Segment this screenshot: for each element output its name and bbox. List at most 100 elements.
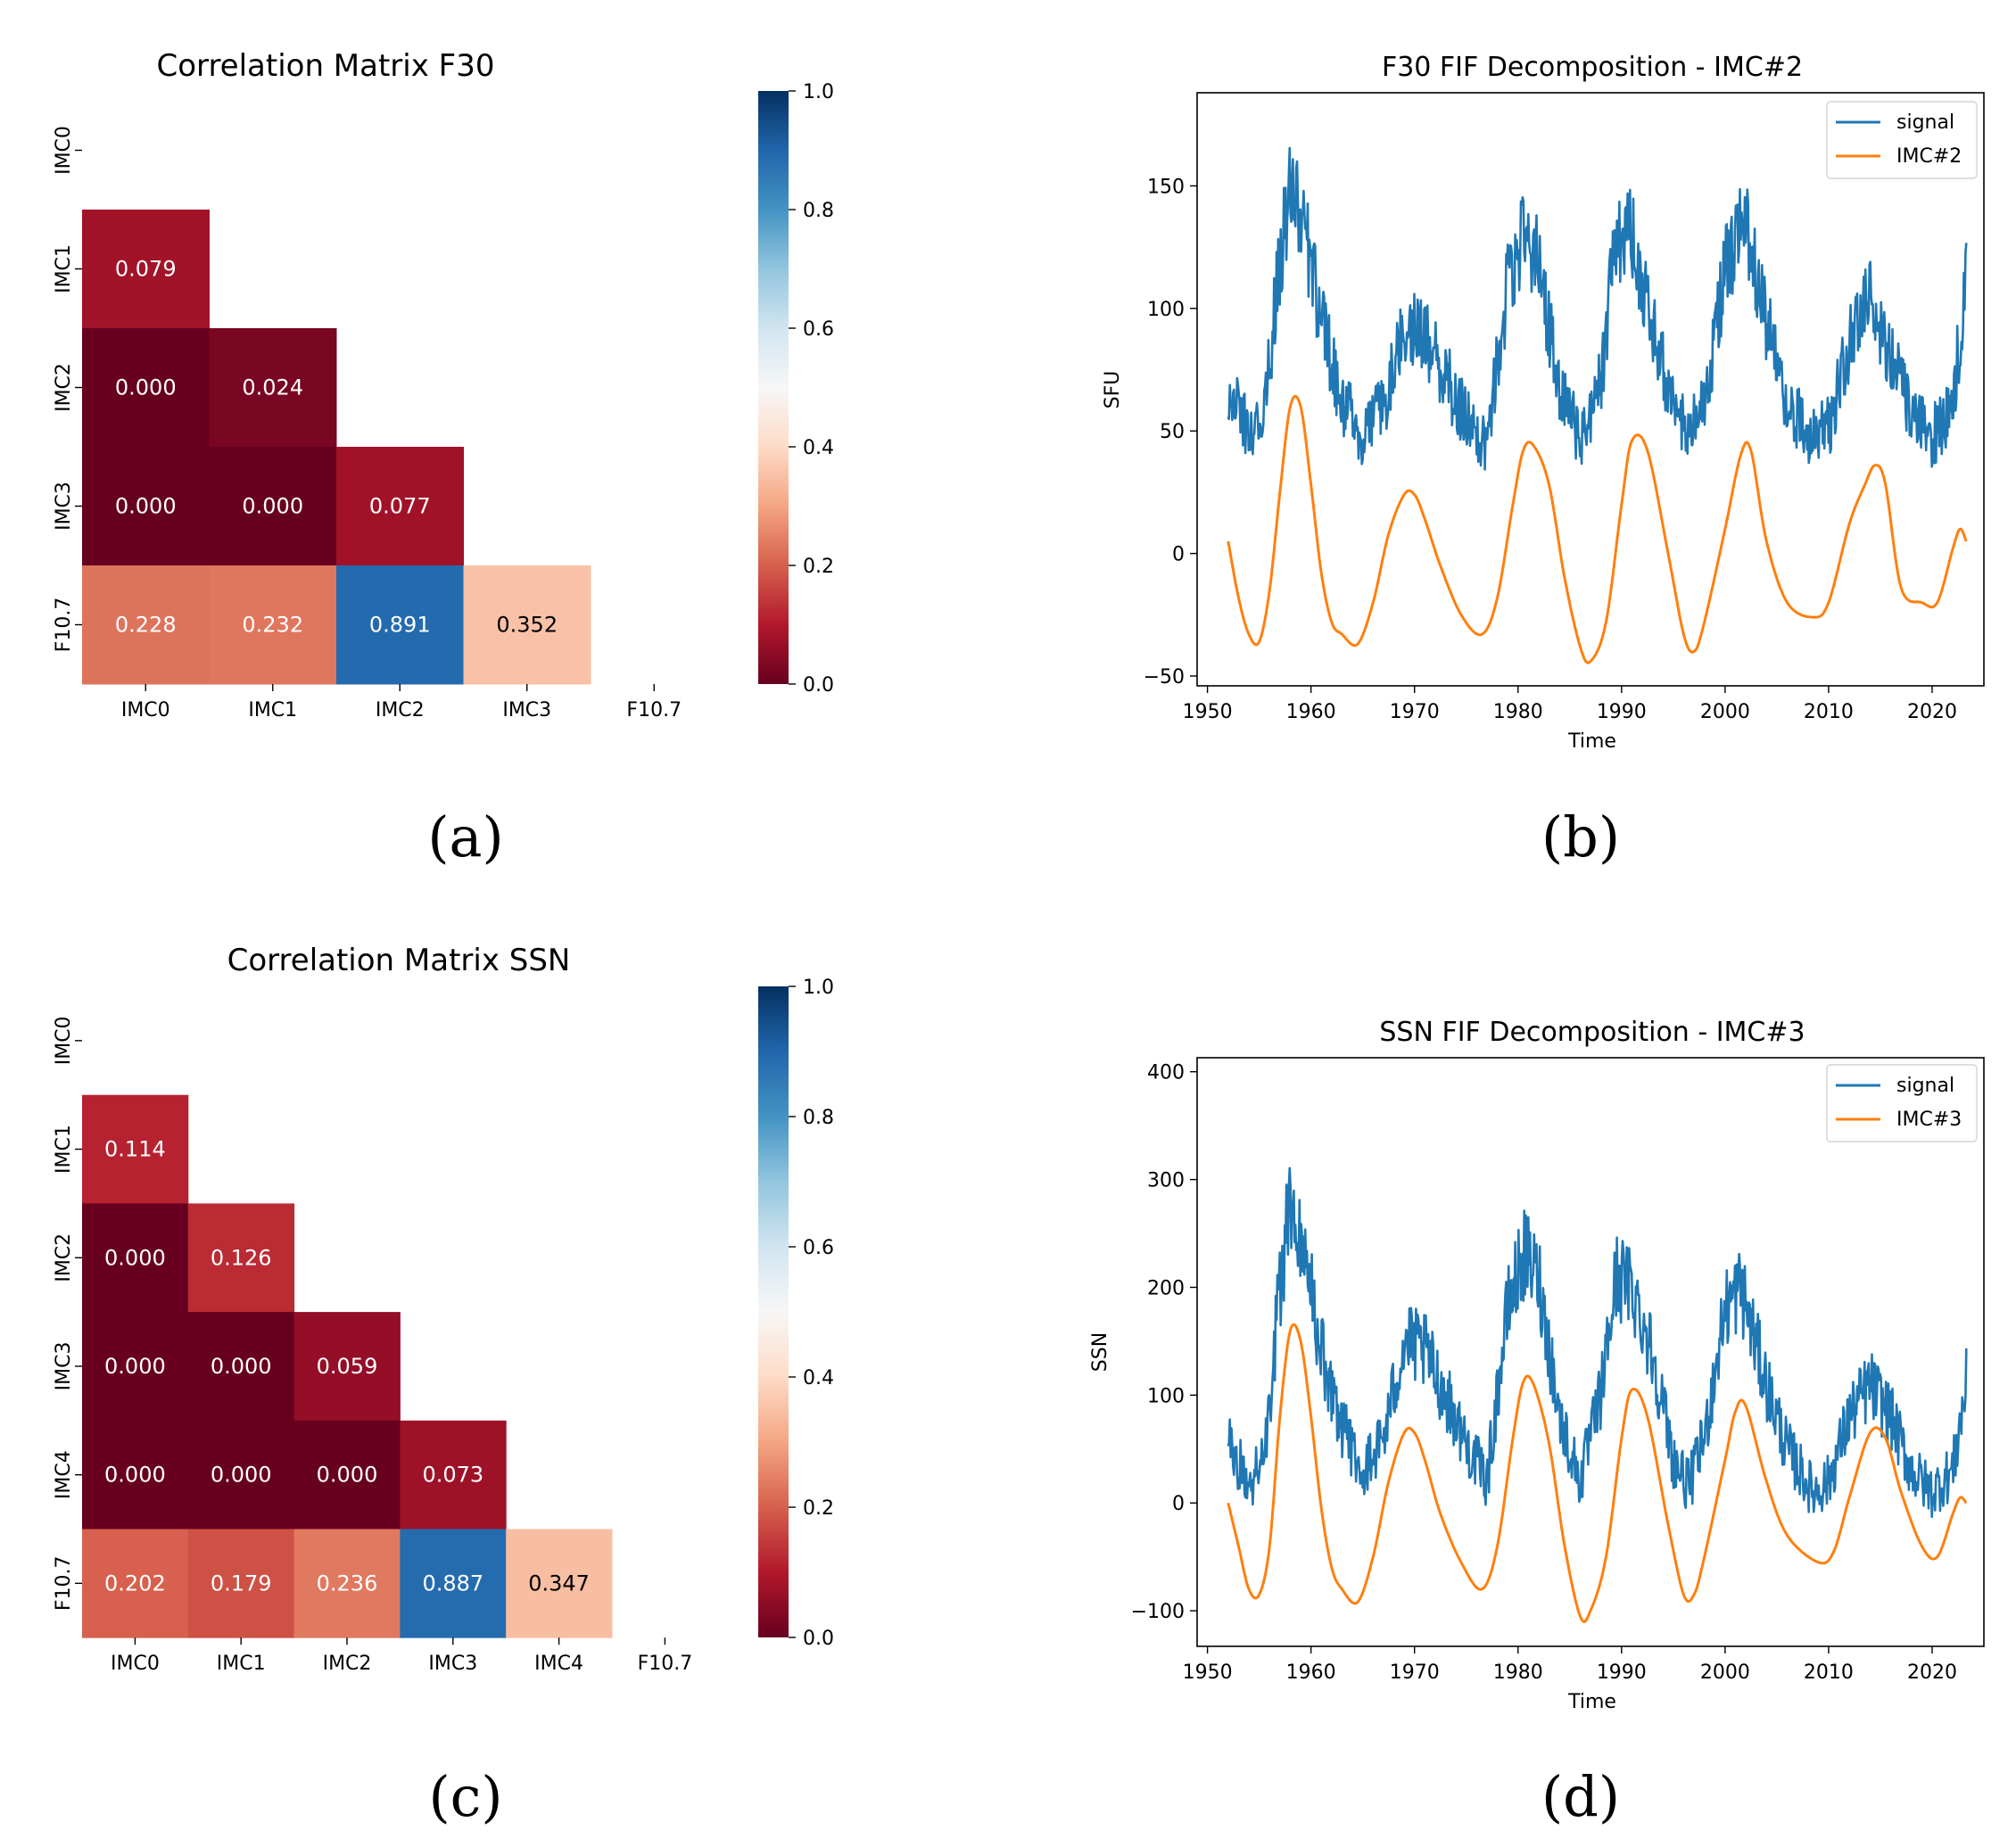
plot-frame [1196,1057,1985,1647]
legend-label-signal: signal [1896,111,1954,134]
y-tick-label: −50 [1144,666,1185,689]
chart-title: SSN FIF Decomposition - IMC#3 [1379,1017,1805,1048]
colorbar-tick-label: 0.0 [803,1628,834,1650]
heatmap-cell [82,447,210,566]
heatmap-cell [209,447,337,566]
cell-value-label: 0.059 [317,1354,378,1379]
colorbar-ticks: 0.0 0.2 0.4 0.6 0.8 1.0 [789,977,834,1650]
heatmap-cell [400,1420,507,1530]
heatmap-cell [82,1529,189,1638]
series-lines [1227,146,1968,664]
x-tick-label: 1960 [1286,1661,1336,1684]
x-tick-label: F10.7 [626,699,682,721]
x-tick-label: 2020 [1907,1661,1957,1684]
cell-value-label: 0.000 [104,1245,166,1270]
y-tick-label: 300 [1147,1170,1185,1192]
legend-label-imc: IMC#2 [1896,145,1962,168]
cell-value-label: 0.000 [115,494,177,519]
y-tick-label: 50 [1160,421,1185,443]
heatmap-cell [187,1312,295,1422]
x-tick-label: IMC0 [111,1653,160,1675]
y-tick-label: 200 [1147,1277,1185,1299]
y-tick-label: 0 [1172,1493,1185,1515]
x-tick-label: 2000 [1700,701,1750,723]
chart-title: Correlation Matrix F30 [157,48,495,84]
panel-label-d: (d) [1541,1764,1620,1829]
heatmap-cell [209,565,337,685]
cell-value-label: 0.114 [104,1137,166,1162]
colorbar-tick-label: 0.0 [803,674,834,697]
cell-value-label: 0.232 [242,613,303,638]
cell-value-label: 0.077 [369,494,431,519]
heatmap-cell [293,1420,401,1530]
heatmap-cell [82,1312,189,1422]
cell-value-label: 0.347 [528,1571,590,1596]
y-tick-label: F10.7 [53,598,75,653]
colorbar-gradient [758,91,789,684]
colorbar-tick-label: 0.8 [803,200,834,222]
y-axis-label: SFU [1102,371,1124,409]
y-tick-label: 100 [1147,299,1185,321]
x-tick-label: 1980 [1493,701,1543,723]
legend-label-signal: signal [1896,1075,1954,1097]
heatmap-cell [400,1529,507,1638]
cell-value-label: 0.126 [211,1245,272,1270]
x-tick-label: IMC2 [323,1653,372,1675]
x-tick-label: 2010 [1804,1661,1854,1684]
x-tick-label: 2020 [1907,701,1957,723]
heatmap-cell [187,1529,295,1638]
series-line-imc [1227,394,1968,664]
heatmap-cell [82,1094,189,1204]
y-tick-label: F10.7 [53,1556,75,1612]
y-tick-label: 150 [1147,176,1185,198]
y-tick-label: −100 [1131,1601,1185,1623]
y-tick-label: 0 [1172,544,1185,566]
cell-value-label: 0.000 [115,375,177,400]
y-tick-label: 100 [1147,1385,1185,1407]
heatmap-cell [187,1420,295,1530]
y-tick-labels: IMC0 IMC1 IMC2 IMC3 IMC4 F10.7 [53,1016,82,1611]
legend: signal IMC#3 [1826,1064,1978,1142]
x-tick-label: IMC3 [502,699,551,721]
series-lines [1227,1167,1968,1623]
cell-value-label: 0.202 [104,1571,166,1596]
x-tick-label: IMC0 [121,699,170,721]
x-tick-label: 1970 [1390,1661,1440,1684]
cell-value-label: 0.000 [211,1463,272,1488]
y-tick-label: IMC0 [53,1016,75,1065]
x-axis-ticks: 1950 1960 1970 1980 1990 2000 2010 2020 [1183,1646,1957,1684]
heatmap-cell [82,328,210,448]
y-tick-label: 400 [1147,1062,1185,1084]
y-axis-ticks: −50 0 50 100 150 [1144,176,1197,689]
cell-value-label: 0.000 [242,494,303,519]
heatmap-cell [336,447,464,566]
cell-value-label: 0.024 [242,375,303,400]
y-tick-labels: IMC0 IMC1 IMC2 IMC3 F10.7 [53,126,82,652]
y-axis-label: SSN [1089,1332,1111,1372]
panel-label-b: (b) [1541,804,1620,870]
y-tick-label: IMC3 [53,1342,75,1391]
heatmap-cell [82,1420,189,1530]
heatmap-cells: 0.079 0.000 0.024 0.000 0.000 0.077 0.228 0.232… [82,210,591,685]
y-tick-label: IMC1 [53,1125,75,1174]
x-tick-label: 1980 [1493,1661,1543,1684]
cell-value-label: 0.000 [211,1354,272,1379]
x-tick-label: 1970 [1390,701,1440,723]
heatmap-cells: 0.114 0.000 0.126 0.000 0.000 0.059 0.000 0.000… [82,1094,613,1638]
heatmap-cell [82,565,210,685]
cell-value-label: 0.000 [104,1463,166,1488]
cell-value-label: 0.236 [317,1571,378,1596]
colorbar-gradient [758,986,789,1637]
chart-title: F30 FIF Decomposition - IMC#2 [1382,52,1803,83]
x-axis-ticks: 1950 1960 1970 1980 1990 2000 2010 2020 [1183,686,1957,723]
colorbar-tick-label: 0.8 [803,1107,834,1129]
x-tick-label: 1950 [1183,701,1233,723]
colorbar-tick-label: 0.6 [803,1237,834,1259]
x-tick-label: 1950 [1183,1661,1233,1684]
heatmap-cell [293,1312,401,1422]
cell-value-label: 0.000 [104,1354,166,1379]
colorbar-tick-label: 0.4 [803,1367,834,1389]
x-tick-label: IMC2 [376,699,425,721]
cell-value-label: 0.179 [211,1571,272,1596]
